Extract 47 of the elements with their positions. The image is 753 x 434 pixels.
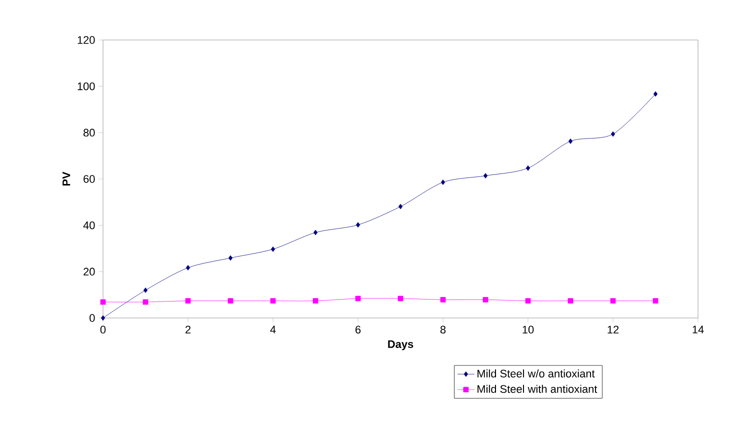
point — [186, 265, 190, 270]
point — [142, 299, 148, 305]
x-tick-label: 0 — [100, 326, 106, 334]
point — [440, 296, 446, 302]
point — [526, 165, 530, 171]
y-tick-label: 20 — [84, 268, 95, 276]
x-tick-label: 12 — [608, 326, 619, 334]
point — [228, 298, 234, 304]
x-tick-label: 10 — [522, 326, 534, 334]
point — [270, 298, 276, 304]
point — [610, 298, 616, 304]
y-tick-label: 60 — [84, 175, 95, 183]
legend-label: Mild Steel with antioxiant — [478, 384, 598, 393]
point — [313, 230, 318, 236]
point — [143, 287, 148, 293]
point — [312, 298, 318, 304]
point — [355, 296, 361, 302]
x-tick-label: 14 — [692, 326, 704, 334]
point — [270, 246, 276, 252]
point — [482, 296, 488, 302]
y-tick-label: 0 — [90, 314, 95, 322]
point — [100, 315, 106, 321]
legend-label: Mild Steel w/o antioxiant — [478, 369, 595, 378]
point — [483, 173, 488, 178]
point — [568, 298, 574, 304]
point — [652, 298, 658, 304]
point — [653, 91, 658, 97]
x-tick-label: 2 — [186, 326, 191, 334]
point — [185, 298, 191, 304]
x-tick-label: 8 — [440, 326, 446, 334]
point — [398, 204, 403, 210]
y-tick-label: 80 — [84, 128, 95, 137]
x-tick-label: 6 — [356, 326, 361, 334]
point — [398, 296, 404, 302]
point — [610, 131, 616, 137]
point — [228, 255, 233, 261]
point — [568, 138, 573, 144]
point — [525, 298, 531, 304]
point — [440, 180, 446, 185]
x-axis-title: Days — [388, 340, 414, 350]
point — [100, 299, 106, 305]
y-axis-title: PV — [62, 172, 70, 186]
y-tick-label: 100 — [78, 82, 95, 90]
x-tick-label: 4 — [270, 326, 276, 334]
point — [356, 222, 360, 228]
y-tick-label: 40 — [83, 221, 95, 230]
y-tick-label: 120 — [78, 36, 95, 44]
